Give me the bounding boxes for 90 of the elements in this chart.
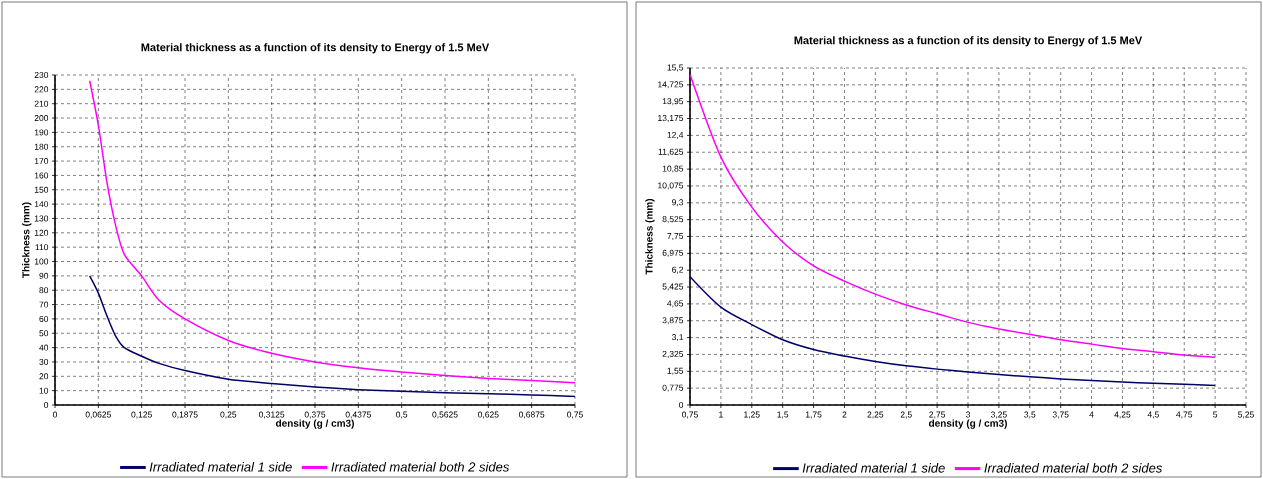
legend-label: Irradiated material both 2 sides xyxy=(331,462,510,472)
y-tick-label: 130 xyxy=(34,215,49,222)
y-axis-title: Thickness (mm) xyxy=(645,198,655,275)
y-tick-label: 6,2 xyxy=(672,266,684,274)
x-tick-label: 0,75 xyxy=(567,411,583,419)
y-tick-label: 230 xyxy=(34,72,49,78)
x-tick-label: 1,5 xyxy=(777,411,789,419)
y-tick-label: 170 xyxy=(34,158,49,165)
x-tick-label: 5 xyxy=(1213,411,1218,418)
x-tick-label: 0,625 xyxy=(478,411,499,419)
y-tick-label: 70 xyxy=(39,301,49,308)
y-tick-label: 90 xyxy=(39,272,49,279)
legend-label: Irradiated material 1 side xyxy=(802,463,945,473)
x-tick-label: 1 xyxy=(719,411,723,418)
x-tick-label: 4,75 xyxy=(1176,411,1193,419)
y-axis-title: Thickness (mm) xyxy=(22,202,32,278)
y-tick-label: 3,1 xyxy=(671,334,684,342)
y-tick-label: 100 xyxy=(34,258,49,265)
x-tick-label: 2,25 xyxy=(867,411,884,419)
y-tick-label: 20 xyxy=(39,373,49,380)
y-tick-label: 140 xyxy=(34,201,49,208)
x-tick-label: 3,25 xyxy=(990,411,1007,419)
y-tick-label: 2,325 xyxy=(662,350,684,358)
y-tick-label: 11,625 xyxy=(658,148,684,156)
x-tick-label: 0,25 xyxy=(220,411,237,419)
y-tick-label: 9,3 xyxy=(672,199,684,207)
y-tick-label: 200 xyxy=(34,115,49,122)
x-tick-label: 2,75 xyxy=(929,411,946,419)
y-tick-label: 10 xyxy=(39,387,49,394)
x-tick-label: 0,75 xyxy=(682,411,698,419)
y-tick-label: 13,95 xyxy=(662,98,684,106)
y-tick-label: 190 xyxy=(34,129,49,136)
x-tick-label: 0,5625 xyxy=(432,411,458,419)
y-tick-label: 110 xyxy=(35,244,49,251)
y-tick-label: 12,4 xyxy=(667,131,684,139)
y-tick-label: 1,55 xyxy=(667,367,684,375)
chart-title: Material thickness as a function of its density to Energy of 1.5 MeV xyxy=(794,36,1143,47)
x-tick-label: 4,5 xyxy=(1147,411,1159,419)
x-tick-label: 0,375 xyxy=(304,411,326,419)
line-series xyxy=(88,275,575,398)
y-tick-label: 80 xyxy=(39,287,49,294)
x-tick-label: 0,6875 xyxy=(519,411,545,419)
y-tick-label: 14,725 xyxy=(658,81,684,89)
x-tick-label: 0 xyxy=(52,411,58,418)
x-axis-title: density (g / cm3) xyxy=(275,419,354,429)
y-tick-label: 15,5 xyxy=(667,64,684,72)
x-tick-label: 2,5 xyxy=(900,411,912,419)
y-tick-label: 7,75 xyxy=(667,233,684,240)
x-tick-label: 0,5 xyxy=(396,411,408,419)
y-tick-label: 8,525 xyxy=(662,216,684,224)
x-tick-label: 5,25 xyxy=(1238,411,1254,419)
x-tick-label: 0,4375 xyxy=(345,411,371,419)
y-tick-label: 0 xyxy=(679,402,684,408)
y-tick-label: 6,975 xyxy=(662,249,684,257)
x-tick-label: 0,1875 xyxy=(172,411,198,419)
y-tick-label: 3,875 xyxy=(662,317,684,325)
x-tick-label: 0,3125 xyxy=(259,411,285,419)
x-tick-label: 0,125 xyxy=(131,411,152,419)
y-tick-label: 30 xyxy=(39,358,49,365)
x-tick-label: 0,0625 xyxy=(85,411,111,419)
y-tick-label: 10,075 xyxy=(658,182,684,190)
y-tick-label: 5,425 xyxy=(662,283,684,291)
x-tick-label: 4,25 xyxy=(1114,411,1131,419)
y-tick-label: 10,85 xyxy=(662,165,684,173)
line-series xyxy=(88,79,575,384)
y-tick-label: 13,175 xyxy=(658,115,684,123)
x-tick-label: 3,75 xyxy=(1052,411,1069,419)
line-series xyxy=(690,275,1216,387)
x-tick-label: 4 xyxy=(1089,411,1094,418)
y-tick-label: 180 xyxy=(34,143,49,150)
y-tick-label: 50 xyxy=(39,330,49,337)
y-tick-label: 220 xyxy=(34,86,49,93)
y-tick-label: 4,65 xyxy=(667,300,684,308)
y-tick-label: 160 xyxy=(34,172,49,179)
y-tick-label: 150 xyxy=(34,186,49,193)
x-tick-label: 2 xyxy=(842,411,847,418)
y-tick-label: 0 xyxy=(44,402,49,408)
y-tick-label: 210 xyxy=(34,100,49,107)
legend-label: Irradiated material 1 side xyxy=(149,462,292,472)
x-tick-label: 1,75 xyxy=(805,411,822,419)
x-tick-label: 3,5 xyxy=(1024,411,1036,419)
x-axis-title: density (g / cm3) xyxy=(928,419,1007,429)
x-tick-label: 1,25 xyxy=(744,411,760,419)
y-tick-label: 0,775 xyxy=(662,384,684,392)
x-tick-label: 3 xyxy=(965,411,971,418)
y-tick-label: 60 xyxy=(39,315,49,322)
legend-label: Irradiated material both 2 sides xyxy=(984,463,1163,473)
y-tick-label: 120 xyxy=(34,229,49,236)
y-tick-label: 40 xyxy=(39,344,49,351)
chart-title: Material thickness as a function of its density to Energy of 1.5 MeV xyxy=(141,43,490,54)
